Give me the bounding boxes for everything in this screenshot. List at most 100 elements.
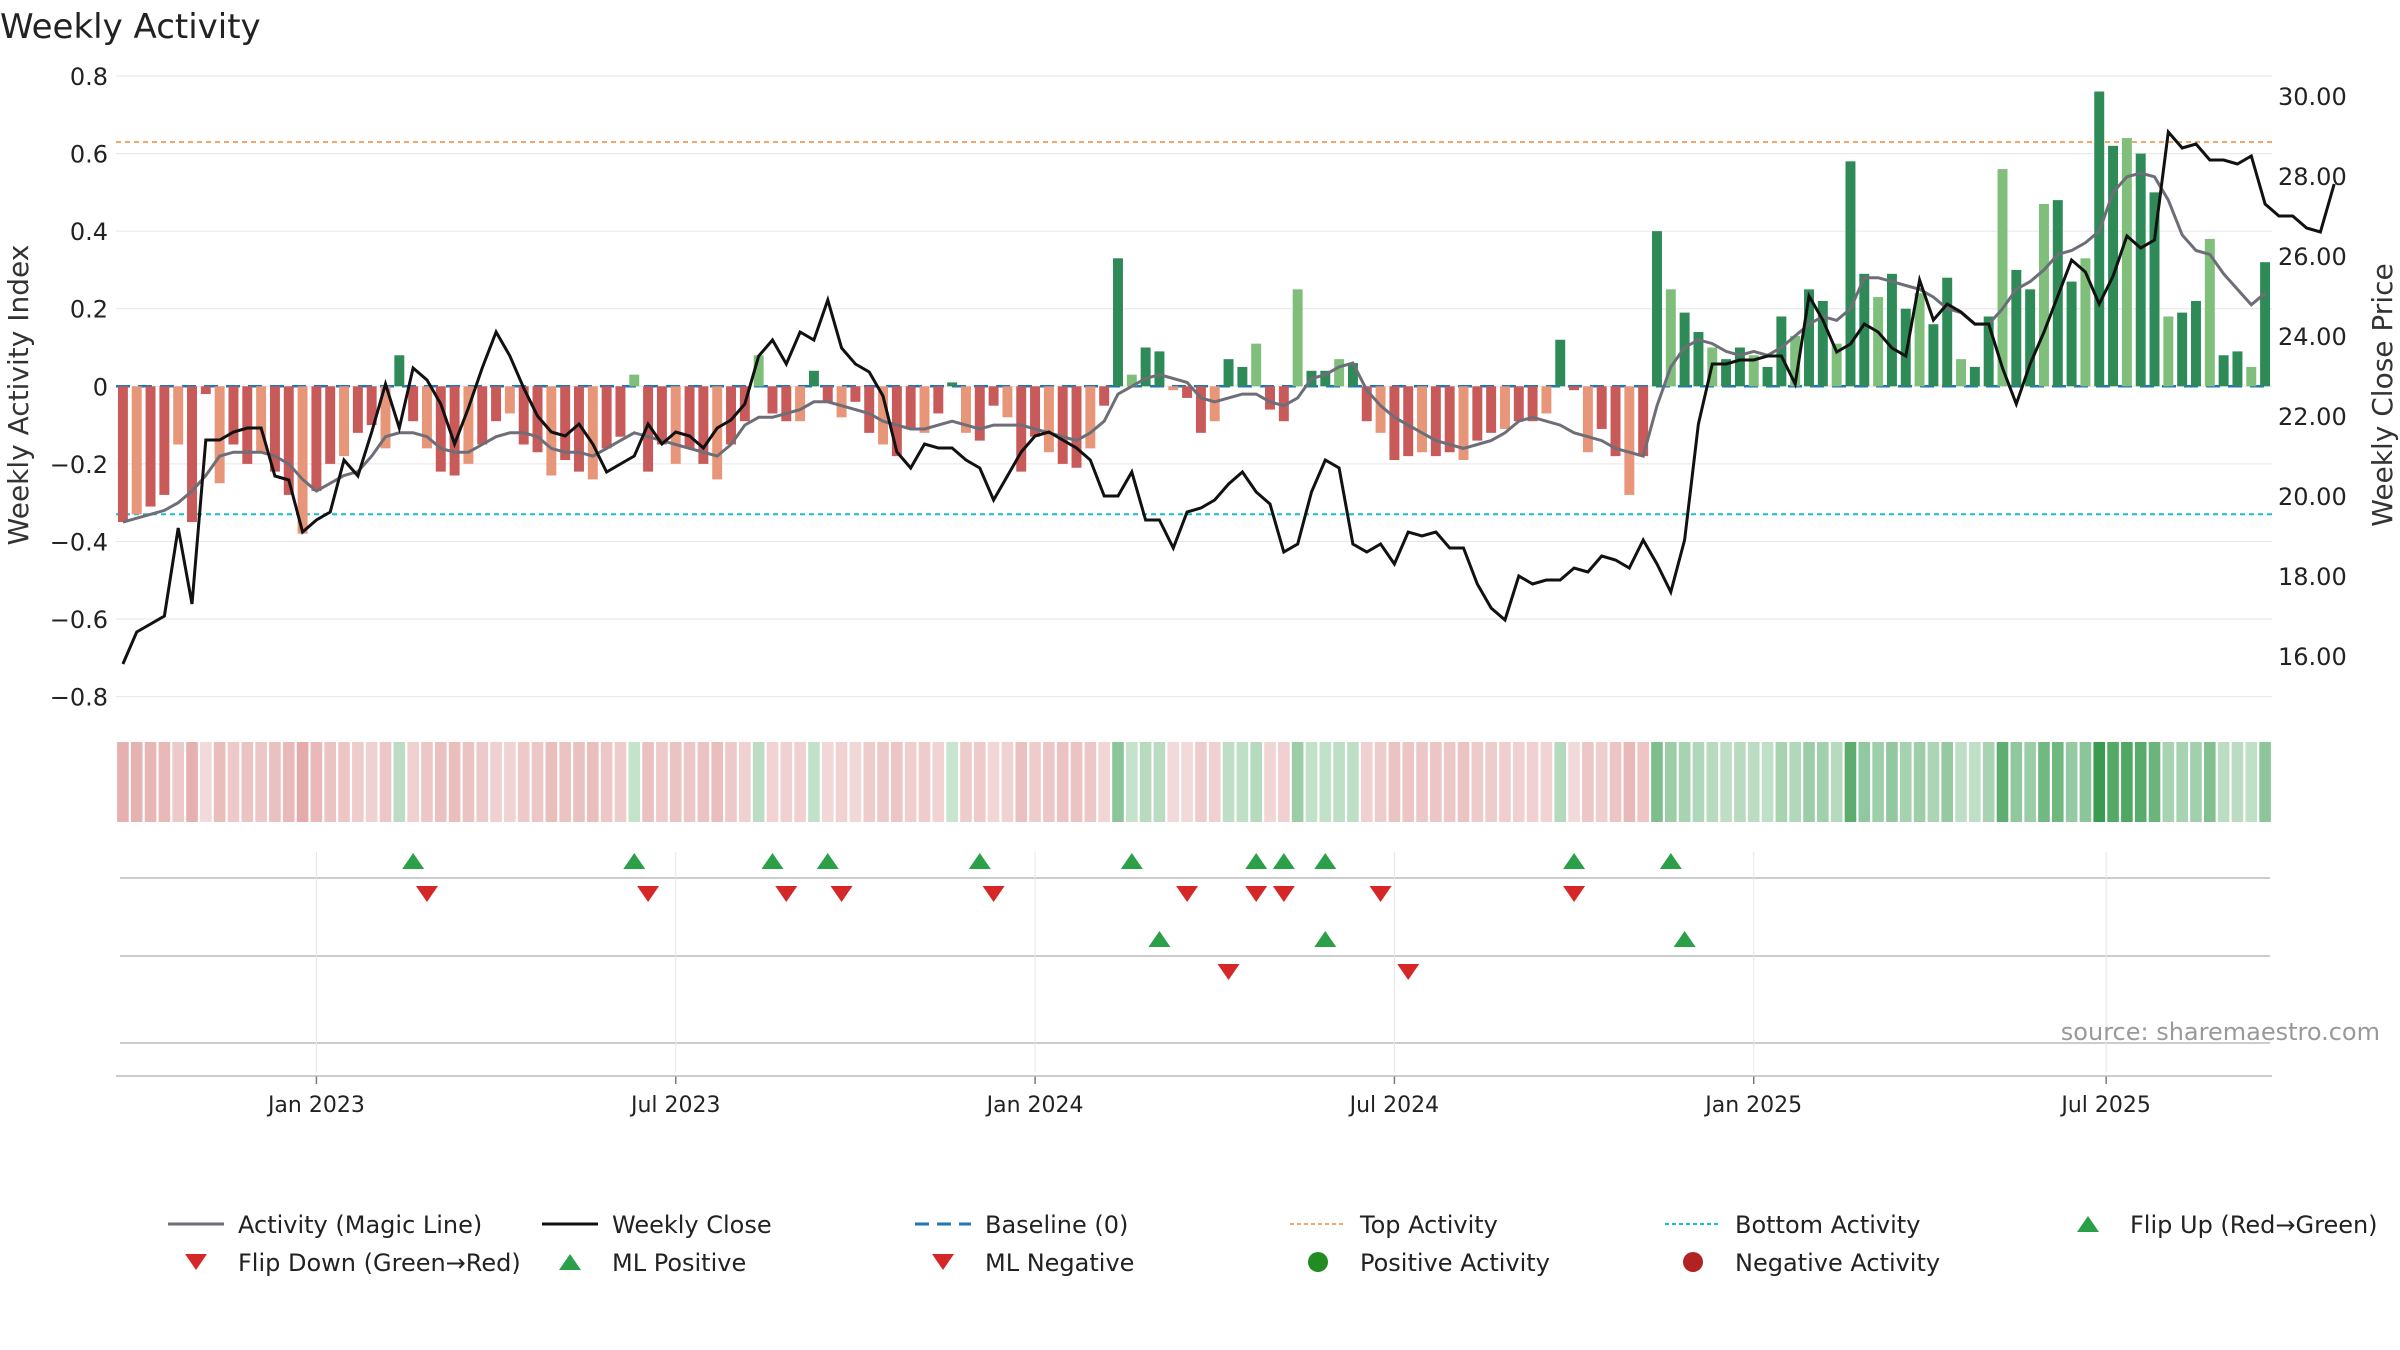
activity-bar (2191, 300, 2201, 387)
activity-bar (1099, 386, 1110, 406)
activity-bar (421, 386, 432, 449)
activity-bar (1983, 316, 1994, 387)
down-triangle-marker (1176, 886, 1199, 902)
x-tick-label: Jul 2024 (1348, 1093, 1440, 1118)
heat-cell (1416, 742, 1428, 822)
heat-cell (1830, 742, 1843, 822)
up-triangle-marker (761, 853, 784, 869)
activity-bar (1430, 386, 1441, 457)
activity-bar (2218, 355, 2229, 387)
activity-bar (1472, 386, 1483, 441)
down-triangle-marker (830, 886, 853, 902)
activity-bar (878, 386, 889, 445)
heat-cell (725, 742, 737, 822)
activity-bar (532, 386, 543, 453)
activity-bar (325, 386, 336, 464)
activity-bar (339, 386, 350, 457)
activity-bar (2246, 366, 2257, 387)
activity-bar (1237, 366, 1248, 387)
heat-cell (338, 742, 350, 822)
activity-bar (1831, 343, 1842, 387)
activity-bar (1928, 324, 1939, 387)
legend-swatch (559, 1254, 581, 1270)
y-left-tick-label: −0.6 (50, 606, 108, 634)
activity-bar (1956, 359, 1967, 387)
activity-bar (1804, 289, 1814, 387)
heat-cell (808, 742, 820, 822)
up-triangle-marker (1148, 931, 1171, 947)
legend-label: Activity (Magic Line) (238, 1211, 482, 1239)
legend-label: Baseline (0) (985, 1211, 1128, 1239)
heat-cell (1747, 742, 1760, 822)
activity-bar (2232, 351, 2243, 387)
activity-bar (919, 386, 930, 433)
up-triangle-marker (1673, 931, 1696, 947)
activity-bar (1582, 386, 1593, 453)
heat-cell (780, 742, 793, 822)
legend-swatch (2077, 1216, 2099, 1232)
y-axis-left: 0.8 0.6 0.4 0.2 0 −0.2 −0.4 −0.6 −0.8 (50, 63, 108, 712)
y-right-tick-label: 16.00 (2278, 643, 2347, 671)
activity-bar (1002, 386, 1013, 418)
legend-label: ML Positive (612, 1249, 746, 1277)
heat-cell (1982, 742, 1995, 822)
down-triangle-marker (1217, 964, 1240, 980)
heat-cell (1913, 742, 1926, 822)
heat-cell (1789, 742, 1801, 822)
heat-cell (352, 742, 364, 822)
heat-cell (296, 742, 309, 822)
activity-bar (1638, 386, 1649, 457)
heat-cell (1485, 742, 1497, 822)
y-left-tick-label: −0.8 (50, 684, 108, 712)
activity-bar (1403, 386, 1414, 457)
activity-bar (463, 386, 474, 464)
heat-cell (1388, 742, 1401, 822)
activity-bar (1347, 363, 1358, 387)
heat-cell (1996, 742, 2009, 822)
heat-cell (2204, 742, 2216, 822)
heat-cell (2148, 742, 2161, 822)
activity-bar (1569, 386, 1580, 391)
heat-cell (1208, 742, 1221, 822)
heat-cell (1941, 742, 1954, 822)
heat-cell (1651, 742, 1663, 822)
heat-cell (1886, 742, 1898, 822)
activity-bar (1195, 386, 1206, 433)
heat-cell (2010, 742, 2023, 822)
heat-cell (1291, 742, 1304, 822)
heat-cell (2176, 742, 2188, 822)
heat-cell (1775, 742, 1788, 822)
heat-cell (918, 742, 931, 822)
x-tick-label: Jul 2023 (629, 1093, 721, 1118)
activity-bar (1859, 273, 1870, 387)
up-triangle-marker (623, 853, 646, 869)
activity-bar (1914, 293, 1925, 387)
activity-bar (1665, 289, 1676, 387)
activity-bar (726, 386, 736, 445)
activity-bar (131, 386, 142, 515)
legend-label: ML Negative (985, 1249, 1134, 1277)
heat-cell (1844, 742, 1857, 822)
heat-cell (697, 742, 710, 822)
activity-bar (311, 386, 322, 492)
heat-cell (1195, 742, 1207, 822)
y-right-tick-label: 24.00 (2278, 323, 2347, 351)
y-left-tick-label: 0.2 (70, 296, 108, 324)
activity-bar (1762, 366, 1773, 387)
legend-label: Positive Activity (1360, 1249, 1550, 1277)
heat-cell (1222, 742, 1235, 822)
heat-cell (1609, 742, 1622, 822)
heat-cell (1665, 742, 1677, 822)
y-right-tick-label: 18.00 (2278, 563, 2347, 591)
weekly-close-line (121, 128, 2336, 665)
activity-bar (449, 386, 460, 476)
activity-bar (1527, 386, 1538, 422)
activity-bar (1209, 386, 1220, 422)
down-triangle-marker (1369, 886, 1392, 902)
heat-cell (1070, 742, 1083, 822)
heat-cell (421, 742, 433, 822)
heat-cell (1236, 742, 1249, 822)
activity-bar (988, 386, 999, 406)
heat-cell (1471, 742, 1484, 822)
heat-cell (1568, 742, 1580, 822)
